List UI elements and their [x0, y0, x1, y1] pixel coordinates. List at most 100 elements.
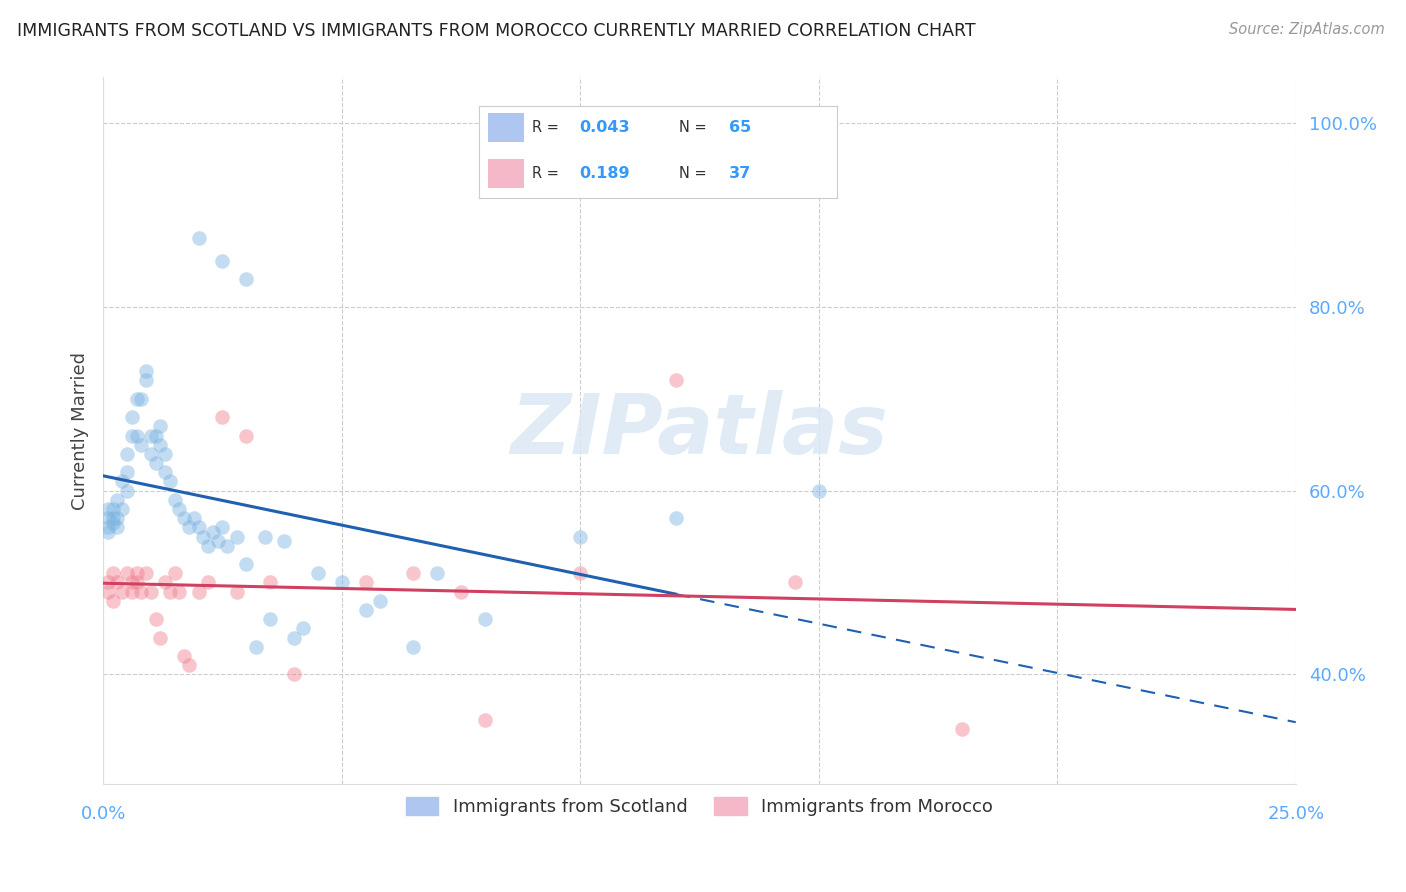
- Point: [177, 658, 200, 673]
- Point: [145, 428, 167, 442]
- Point: [107, 520, 129, 534]
- Point: [121, 410, 143, 425]
- Point: [101, 511, 124, 525]
- Point: [107, 511, 129, 525]
- Point: [149, 438, 172, 452]
- Point: [259, 575, 281, 590]
- Point: [569, 566, 592, 581]
- Point: [307, 566, 329, 581]
- Point: [135, 373, 157, 387]
- Point: [125, 428, 148, 442]
- Point: [173, 511, 195, 525]
- Text: 25.0%: 25.0%: [1267, 805, 1324, 822]
- Point: [115, 566, 138, 581]
- Text: ZIPatlas: ZIPatlas: [510, 391, 889, 472]
- Point: [159, 475, 181, 489]
- Point: [107, 492, 129, 507]
- Point: [97, 524, 120, 539]
- Point: [450, 584, 472, 599]
- Point: [201, 524, 224, 539]
- Point: [173, 648, 195, 663]
- Point: [135, 566, 157, 581]
- Point: [211, 254, 233, 268]
- Point: [187, 231, 209, 245]
- Point: [97, 511, 120, 525]
- Point: [115, 465, 138, 479]
- Point: [97, 520, 120, 534]
- Point: [354, 575, 377, 590]
- Point: [197, 575, 219, 590]
- Point: [211, 410, 233, 425]
- Point: [783, 575, 806, 590]
- Point: [187, 520, 209, 534]
- Point: [807, 483, 830, 498]
- Point: [101, 516, 124, 530]
- Point: [111, 475, 134, 489]
- Point: [115, 447, 138, 461]
- Text: Source: ZipAtlas.com: Source: ZipAtlas.com: [1229, 22, 1385, 37]
- Point: [474, 713, 496, 727]
- Point: [211, 520, 233, 534]
- Point: [111, 584, 134, 599]
- Point: [169, 584, 191, 599]
- Point: [474, 612, 496, 626]
- Point: [139, 428, 162, 442]
- Point: [149, 419, 172, 434]
- Point: [283, 631, 305, 645]
- Point: [217, 539, 239, 553]
- Point: [121, 428, 143, 442]
- Point: [169, 502, 191, 516]
- Point: [121, 575, 143, 590]
- Point: [354, 603, 377, 617]
- Point: [149, 631, 172, 645]
- Point: [665, 511, 688, 525]
- Point: [145, 456, 167, 470]
- Point: [245, 640, 267, 654]
- Point: [225, 584, 247, 599]
- Point: [402, 566, 425, 581]
- Point: [569, 529, 592, 543]
- Point: [135, 364, 157, 378]
- Point: [163, 492, 186, 507]
- Point: [197, 539, 219, 553]
- Point: [153, 575, 176, 590]
- Point: [125, 566, 148, 581]
- Point: [665, 373, 688, 387]
- Point: [101, 566, 124, 581]
- Point: [139, 584, 162, 599]
- Point: [129, 584, 152, 599]
- Point: [121, 584, 143, 599]
- Point: [183, 511, 205, 525]
- Point: [163, 566, 186, 581]
- Point: [139, 447, 162, 461]
- Point: [101, 594, 124, 608]
- Point: [225, 529, 247, 543]
- Point: [153, 447, 176, 461]
- Point: [292, 621, 315, 635]
- Point: [193, 529, 215, 543]
- Text: 0.0%: 0.0%: [80, 805, 125, 822]
- Point: [273, 534, 295, 549]
- Point: [330, 575, 353, 590]
- Legend: Immigrants from Scotland, Immigrants from Morocco: Immigrants from Scotland, Immigrants fro…: [396, 788, 1002, 825]
- Point: [402, 640, 425, 654]
- Point: [159, 584, 181, 599]
- Point: [111, 502, 134, 516]
- Point: [259, 612, 281, 626]
- Point: [97, 502, 120, 516]
- Point: [235, 557, 257, 571]
- Point: [254, 529, 277, 543]
- Point: [145, 612, 167, 626]
- Text: IMMIGRANTS FROM SCOTLAND VS IMMIGRANTS FROM MOROCCO CURRENTLY MARRIED CORRELATIO: IMMIGRANTS FROM SCOTLAND VS IMMIGRANTS F…: [17, 22, 976, 40]
- Point: [129, 392, 152, 406]
- Point: [97, 584, 120, 599]
- Point: [177, 520, 200, 534]
- Point: [187, 584, 209, 599]
- Point: [235, 428, 257, 442]
- Point: [101, 502, 124, 516]
- Point: [115, 483, 138, 498]
- Point: [125, 392, 148, 406]
- Point: [125, 575, 148, 590]
- Point: [283, 667, 305, 681]
- Point: [426, 566, 449, 581]
